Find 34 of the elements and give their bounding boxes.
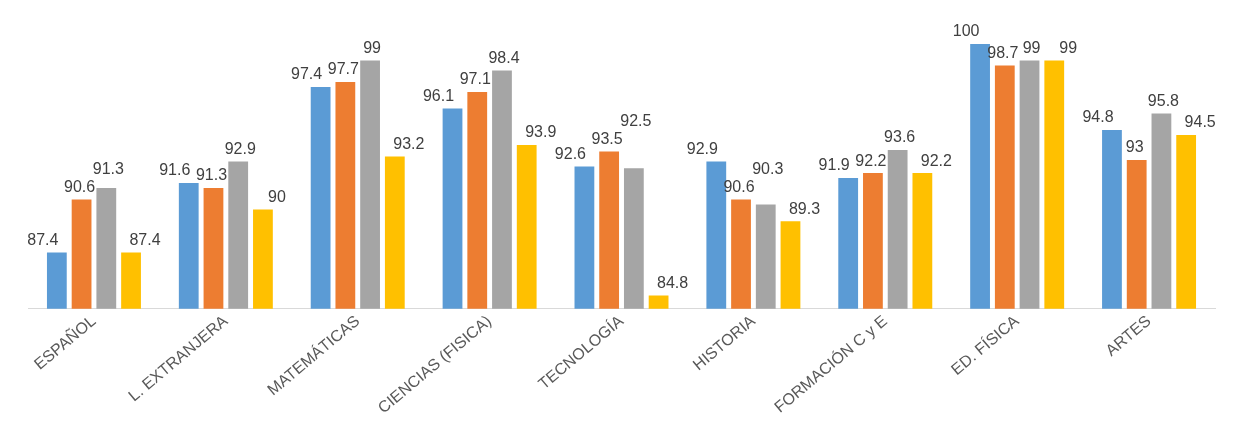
data-label: 97.4 — [291, 65, 323, 83]
data-label: 92.9 — [686, 139, 718, 157]
data-label: 93.6 — [884, 128, 916, 146]
data-label: 92.2 — [855, 151, 887, 169]
data-label: 93.9 — [525, 123, 557, 141]
data-label: 93 — [1125, 138, 1144, 156]
data-label: 92.2 — [920, 151, 953, 169]
data-label: 93.5 — [591, 130, 623, 148]
data-label: 96.1 — [422, 86, 455, 104]
data-label: 87.4 — [27, 230, 59, 248]
data-label: 92.6 — [554, 144, 587, 162]
data-label: 92.5 — [620, 112, 652, 130]
data-label: 99 — [1022, 38, 1041, 56]
data-label: 94.5 — [1184, 113, 1216, 131]
data-label: 91.3 — [92, 160, 124, 178]
data-label: 97.7 — [327, 60, 360, 78]
data-label: 91.6 — [159, 161, 191, 179]
data-label: 90 — [268, 187, 286, 205]
data-label: 94.8 — [1082, 108, 1114, 126]
data-label: 92.9 — [224, 139, 256, 157]
data-label: 100 — [952, 22, 980, 40]
data-label: 87.4 — [129, 230, 161, 248]
data-label: 97.1 — [459, 70, 491, 88]
data-label: 99 — [363, 38, 382, 56]
data-label: 90.6 — [64, 178, 96, 196]
data-label: 93.2 — [393, 134, 425, 152]
data-label: 99 — [1059, 38, 1078, 56]
data-label: 90.3 — [752, 160, 784, 178]
data-label: 89.3 — [788, 199, 821, 217]
data-label: 91.3 — [195, 166, 228, 184]
data-label: 91.9 — [818, 156, 850, 174]
data-label: 98.4 — [488, 48, 520, 66]
data-label: 84.8 — [657, 274, 689, 292]
data-label: 95.8 — [1147, 91, 1180, 109]
